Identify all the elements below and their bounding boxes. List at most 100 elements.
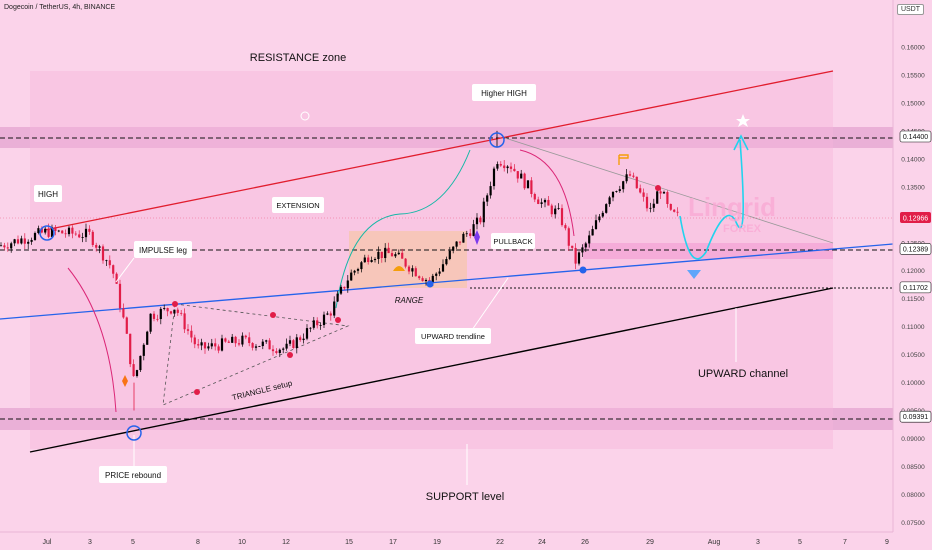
candle-body [190,330,193,338]
resistance-zone-label: RESISTANCE zone [250,52,346,64]
candle-body [581,247,584,253]
info-icon[interactable] [300,111,310,121]
candle-body [115,273,118,284]
candle-body [227,341,230,343]
time-tick-label: 24 [538,539,546,546]
candle-body [84,228,88,238]
level-badge [899,243,932,255]
candle-body [275,351,278,353]
pullback-arrow [519,149,575,237]
time-tick-label: Jul [43,539,52,546]
candle-body [326,313,329,315]
candle-body [316,320,319,326]
candle-body [135,370,139,377]
level-badge [899,130,932,143]
price-tick-label: 0.10000 [901,380,925,387]
higher-high-marker[interactable] [489,132,505,148]
level-badges: 0.14400 0.12389 0.11702 0.09391 [899,130,932,423]
candle-body [156,318,159,320]
candle-body [159,308,162,320]
candle-body [81,237,84,238]
candle-body [329,313,332,316]
candle-body [455,241,458,247]
watermark-sub: FOREX [723,223,762,235]
candle-body [305,328,309,339]
candle-body [220,338,224,351]
candle-body [601,212,604,217]
quote-currency-badge[interactable]: USDT [896,4,924,15]
candle-body [333,301,336,316]
higher-high-label: Higher HIGH [481,89,527,98]
projection-path [679,139,744,260]
candle-body [526,180,530,189]
candle-body [645,196,649,209]
candle-body [513,168,516,172]
candle-body [656,191,659,204]
candle-body [676,211,679,213]
candle-body [537,199,540,204]
range-label: RANGE [395,296,424,305]
candle-body [64,233,67,235]
range-low-marker [426,280,434,288]
flag-icon [618,154,629,165]
rebound-marker[interactable] [126,425,142,441]
trendline-pointer [471,277,509,331]
level-badge-label: 0.12389 [903,246,928,253]
price-tick-label: 0.11000 [901,324,924,331]
diamond-icon [687,270,701,279]
candle-body [390,253,394,257]
high-marker[interactable] [39,225,55,241]
candle-body [486,195,489,202]
candle-body [414,268,417,277]
candle-body [448,250,451,260]
candle-body [3,245,6,248]
candle-body [251,343,254,348]
candle-body [469,233,472,236]
candle-body [520,173,523,179]
time-tick-label: 9 [885,539,889,546]
time-tick-label: Aug [708,539,721,546]
candle-body [244,335,247,338]
level-badge [899,281,932,294]
candle-body [173,309,176,314]
triangle-point-2 [270,312,276,318]
time-tick-label: 5 [798,539,802,546]
impulse-arrow [67,267,117,413]
candle-body [462,233,465,243]
impulse-leg-label: IMPULSE leg [139,246,187,255]
candle-body [16,239,20,244]
price-axis[interactable] [893,0,932,550]
candle-body [404,258,407,267]
pullback-box [583,243,833,259]
candle-body [282,348,285,350]
candle-body [584,243,587,248]
candle-body [652,203,655,208]
time-tick-label: 8 [196,539,200,546]
candle-body [540,202,543,204]
time-axis[interactable] [0,532,893,550]
triangle-pattern [162,303,350,406]
candle-body [33,233,37,240]
candle-body [441,264,445,272]
candle-body [231,336,234,343]
candle-body [411,268,414,272]
candle-body [503,165,506,169]
candle-body [611,191,615,198]
candle-body [214,343,217,347]
candle-body [598,216,601,221]
candle-body [615,191,618,192]
candle-body [662,192,666,194]
time-tick-label: 26 [581,539,589,546]
candle-body [557,208,560,209]
candle-body [152,313,156,319]
candle-body [40,228,43,233]
candle-body [105,260,108,262]
candle-body [166,308,169,312]
candle-body [237,343,241,345]
candle-body [407,266,411,272]
candle-body [23,238,26,244]
candle-body [353,270,356,273]
candle-body [336,293,339,302]
time-tick-label: 12 [282,539,290,546]
